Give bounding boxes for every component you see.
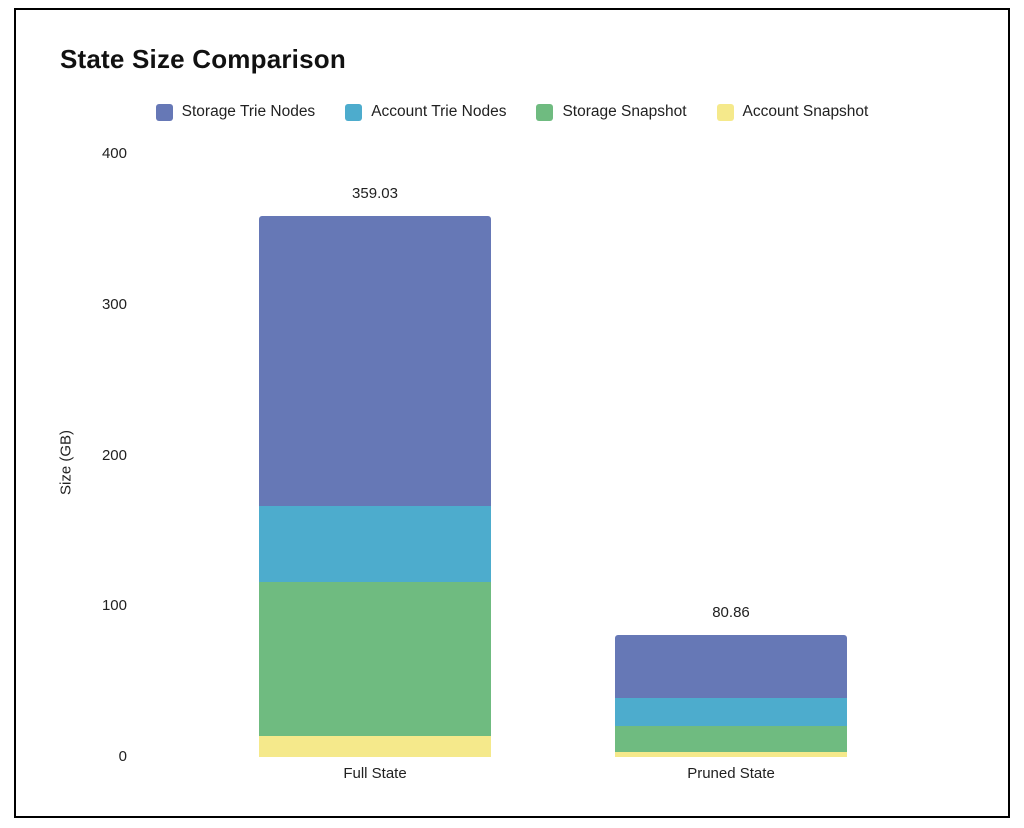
bar-segment [615, 698, 847, 727]
y-axis-tick-label: 0 [118, 748, 127, 765]
legend-item-label: Storage Trie Nodes [181, 103, 316, 120]
legend-item-label: Account Trie Nodes [371, 103, 507, 120]
legend-swatch-icon [155, 103, 173, 121]
legend-item: Account Trie Nodes [345, 103, 506, 121]
y-axis-tick-label: 300 [101, 295, 127, 313]
legend-item: Storage Trie Nodes [155, 103, 316, 121]
legend-item: Storage Snapshot [536, 103, 687, 121]
legend-swatch-icon [536, 103, 554, 121]
bar-segment [259, 216, 491, 507]
legend-item-label: Storage Snapshot [562, 103, 687, 120]
x-axis-category-label: Full State [343, 765, 407, 782]
bar-segment [259, 582, 491, 736]
y-axis-tick-label: 100 [101, 597, 127, 615]
bar-segment [259, 736, 491, 757]
chart-frame: State Size Comparison Storage Trie Nodes… [14, 8, 1010, 818]
legend-swatch-icon [716, 103, 734, 121]
bar-segment [259, 506, 491, 582]
bar-segment [615, 751, 847, 757]
plot-area: Size (GB) 0 100 200 300 400 359.03 Full State 8… [16, 10, 1008, 816]
x-axis-category-label: Pruned State [687, 765, 775, 782]
legend-item-label: Account Snapshot [742, 103, 869, 120]
bar-total-label: 359.03 [352, 185, 398, 202]
bar-total-label: 80.86 [712, 604, 750, 622]
y-axis-tick-label: 400 [101, 145, 127, 163]
bar-segment [615, 726, 847, 752]
chart-title: State Size Comparison [60, 44, 346, 74]
bar-segment [615, 635, 847, 699]
y-axis-tick-label: 200 [101, 446, 127, 464]
legend-item: Account Snapshot [716, 103, 869, 121]
legend-swatch-icon [345, 103, 363, 121]
legend: Storage Trie Nodes Account Trie Nodes Stor… [16, 103, 1008, 121]
